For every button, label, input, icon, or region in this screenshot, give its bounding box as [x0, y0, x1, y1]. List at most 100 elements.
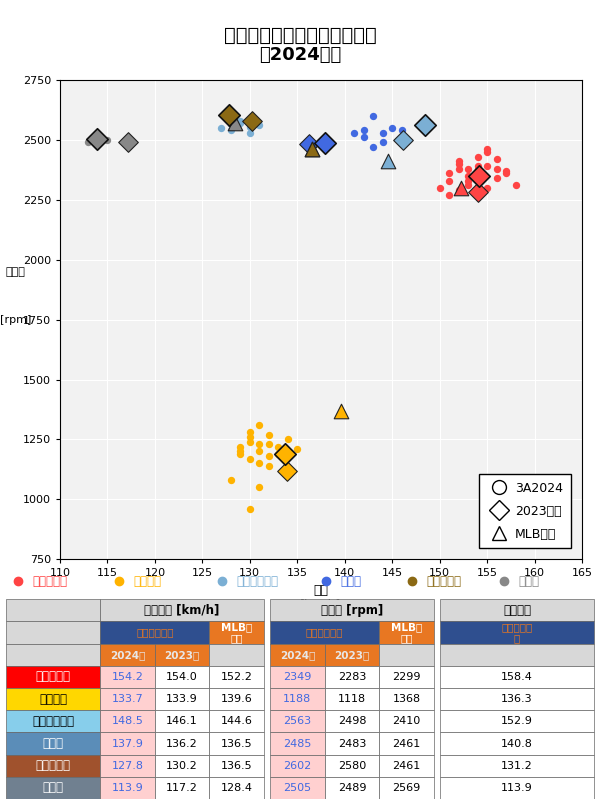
Point: [388, 121, 397, 134]
Bar: [209, 777, 264, 799]
Text: 2023年: 2023年: [334, 650, 370, 660]
Point: [482, 181, 492, 194]
Text: 平均球速 [km/h]: 平均球速 [km/h]: [145, 604, 220, 617]
Bar: [270, 777, 325, 799]
Bar: [325, 777, 379, 799]
Point: [103, 133, 112, 146]
Bar: [270, 599, 434, 622]
Point: [254, 438, 264, 451]
Point: [254, 481, 264, 494]
Point: [445, 167, 454, 180]
Text: 1368: 1368: [392, 694, 421, 704]
Point: [245, 126, 254, 139]
Point: [226, 112, 236, 125]
Bar: [379, 733, 434, 754]
Point: [236, 114, 245, 127]
Bar: [440, 622, 594, 644]
Bar: [270, 666, 325, 688]
Bar: [155, 733, 209, 754]
Text: 140.8: 140.8: [501, 738, 533, 749]
Bar: [270, 710, 325, 733]
Text: スライダー: スライダー: [427, 574, 462, 588]
Bar: [379, 666, 434, 688]
Bar: [209, 644, 264, 666]
X-axis label: 球速
[km/h]: 球速 [km/h]: [301, 584, 341, 612]
Point: [226, 474, 236, 487]
Text: 130.2: 130.2: [166, 761, 198, 771]
Text: 152.2: 152.2: [221, 672, 253, 682]
Bar: [270, 622, 379, 644]
Text: 154.0: 154.0: [166, 672, 198, 682]
Text: 2489: 2489: [338, 783, 366, 793]
Point: [264, 450, 274, 463]
Point: [245, 452, 254, 465]
Point: [359, 124, 368, 137]
Text: 1118: 1118: [338, 694, 366, 704]
Point: [482, 145, 492, 158]
Bar: [6, 710, 100, 733]
Text: 136.2: 136.2: [166, 738, 198, 749]
Bar: [325, 644, 379, 666]
Bar: [100, 688, 155, 710]
Point: [280, 448, 290, 461]
Text: 千賀滉大投手: 千賀滉大投手: [136, 627, 173, 638]
Text: MLB右
平均: MLB右 平均: [221, 622, 253, 643]
Text: 縦スラ: 縦スラ: [340, 574, 361, 588]
Text: 2024年: 2024年: [110, 650, 145, 660]
Text: 2505: 2505: [283, 783, 311, 793]
Text: 縦スラ: 縦スラ: [43, 737, 64, 750]
Bar: [155, 710, 209, 733]
Text: 2283: 2283: [338, 672, 366, 682]
Point: [463, 162, 473, 175]
Text: 113.9: 113.9: [501, 783, 533, 793]
Text: 133.7: 133.7: [112, 694, 143, 704]
Point: [454, 162, 463, 175]
Point: [383, 155, 393, 168]
Point: [501, 165, 511, 177]
Bar: [100, 666, 155, 688]
Text: 2602: 2602: [283, 761, 311, 771]
Point: [421, 118, 430, 131]
Text: 2023年: 2023年: [164, 650, 200, 660]
Point: [245, 503, 254, 515]
Text: 128.4: 128.4: [221, 783, 253, 793]
Text: 2299: 2299: [392, 672, 421, 682]
Bar: [6, 622, 100, 644]
Text: 146.1: 146.1: [166, 717, 198, 726]
Bar: [6, 733, 100, 754]
Text: 1188: 1188: [283, 694, 311, 704]
Point: [264, 428, 274, 441]
Text: ストレート: ストレート: [32, 574, 67, 588]
Bar: [440, 644, 594, 666]
Point: [230, 117, 239, 129]
Point: [254, 457, 264, 470]
Bar: [440, 599, 594, 622]
Point: [245, 431, 254, 443]
Text: [rpm]: [rpm]: [0, 315, 31, 324]
Bar: [440, 733, 594, 754]
Point: [463, 169, 473, 182]
Point: [254, 419, 264, 431]
Bar: [155, 754, 209, 777]
Point: [463, 179, 473, 192]
Point: [368, 141, 378, 153]
Bar: [100, 754, 155, 777]
Point: [226, 124, 236, 137]
Text: 回転数: 回転数: [5, 267, 26, 276]
Bar: [100, 644, 155, 666]
Bar: [6, 688, 100, 710]
Bar: [270, 754, 325, 777]
Point: [307, 143, 316, 156]
Text: 2580: 2580: [338, 761, 366, 771]
Text: 127.8: 127.8: [112, 761, 143, 771]
Point: [492, 172, 502, 185]
Text: 最高球速: 最高球速: [503, 604, 531, 617]
Bar: [209, 733, 264, 754]
Bar: [440, 754, 594, 777]
Point: [359, 131, 368, 144]
Bar: [270, 688, 325, 710]
Point: [236, 440, 245, 453]
Point: [93, 131, 103, 144]
Bar: [6, 666, 100, 688]
Point: [336, 405, 346, 418]
